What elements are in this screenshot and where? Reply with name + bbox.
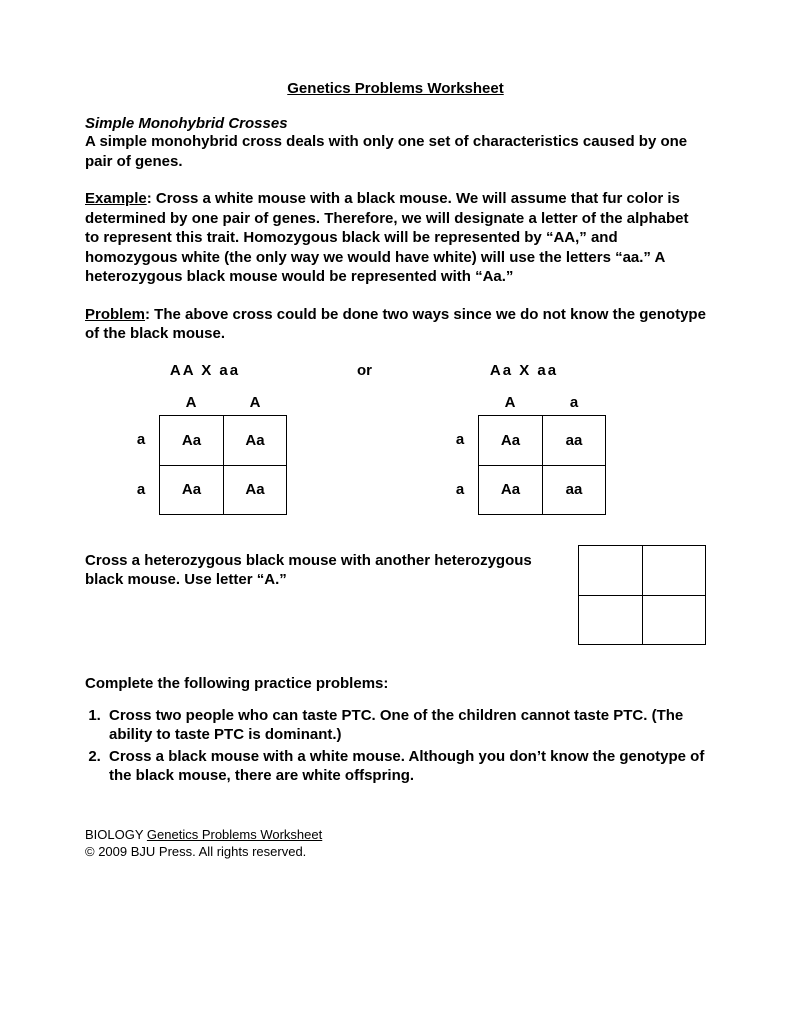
problem-paragraph: Problem: The above cross could be done t… — [85, 305, 706, 344]
instruction-text: Cross a heterozygous black mouse with an… — [85, 545, 548, 590]
punnett-cell: Aa — [159, 465, 223, 515]
footer-title: Genetics Problems Worksheet — [147, 827, 322, 842]
empty-cell — [578, 595, 642, 645]
col-header: A — [223, 387, 287, 415]
crosses-container: AA X aa A A a Aa Aa a Aa Aa or Aa X aa A… — [123, 362, 706, 515]
cross-1-label: AA X aa — [170, 362, 240, 379]
col-header: A — [159, 387, 223, 415]
section-subtitle: Simple Monohybrid Crosses — [85, 115, 706, 132]
page-title: Genetics Problems Worksheet — [85, 80, 706, 97]
problems-list: Cross two people who can taste PTC. One … — [85, 706, 706, 786]
punnett-square-2: A a a Aa aa a Aa aa — [442, 387, 606, 515]
example-text: : Cross a white mouse with a black mouse… — [85, 190, 688, 285]
row-header: a — [123, 415, 159, 465]
cross-2: Aa X aa A a a Aa aa a Aa aa — [442, 362, 606, 515]
or-separator: or — [357, 362, 372, 379]
punnett-cell: Aa — [223, 465, 287, 515]
intro-paragraph: A simple monohybrid cross deals with onl… — [85, 132, 706, 171]
cross-1: AA X aa A A a Aa Aa a Aa Aa — [123, 362, 287, 515]
cross-2-label: Aa X aa — [490, 362, 558, 379]
col-header: a — [542, 387, 606, 415]
problem-text: : The above cross could be done two ways… — [85, 306, 706, 343]
empty-cell — [642, 595, 706, 645]
example-paragraph: Example: Cross a white mouse with a blac… — [85, 189, 706, 287]
punnett-square-1: A A a Aa Aa a Aa Aa — [123, 387, 287, 515]
row-header: a — [123, 465, 159, 515]
instruction-row: Cross a heterozygous black mouse with an… — [85, 545, 706, 645]
col-header: A — [478, 387, 542, 415]
footer-copyright: © 2009 BJU Press. All rights reserved. — [85, 844, 306, 859]
problem-item: Cross a black mouse with a white mouse. … — [105, 747, 706, 786]
problem-label: Problem — [85, 306, 145, 323]
example-label: Example — [85, 190, 147, 207]
punnett-cell: aa — [542, 415, 606, 465]
punnett-cell: Aa — [478, 465, 542, 515]
problem-item: Cross two people who can taste PTC. One … — [105, 706, 706, 745]
punnett-cell: aa — [542, 465, 606, 515]
empty-cell — [578, 545, 642, 595]
row-header: a — [442, 415, 478, 465]
footer: BIOLOGY Genetics Problems Worksheet © 20… — [85, 826, 706, 861]
punnett-cell: Aa — [223, 415, 287, 465]
complete-heading: Complete the following practice problems… — [85, 675, 706, 692]
footer-prefix: BIOLOGY — [85, 827, 147, 842]
punnett-square-empty — [578, 545, 706, 645]
row-header: a — [442, 465, 478, 515]
punnett-cell: Aa — [478, 415, 542, 465]
punnett-cell: Aa — [159, 415, 223, 465]
document-page: Genetics Problems Worksheet Simple Monoh… — [0, 0, 791, 1024]
empty-cell — [642, 545, 706, 595]
